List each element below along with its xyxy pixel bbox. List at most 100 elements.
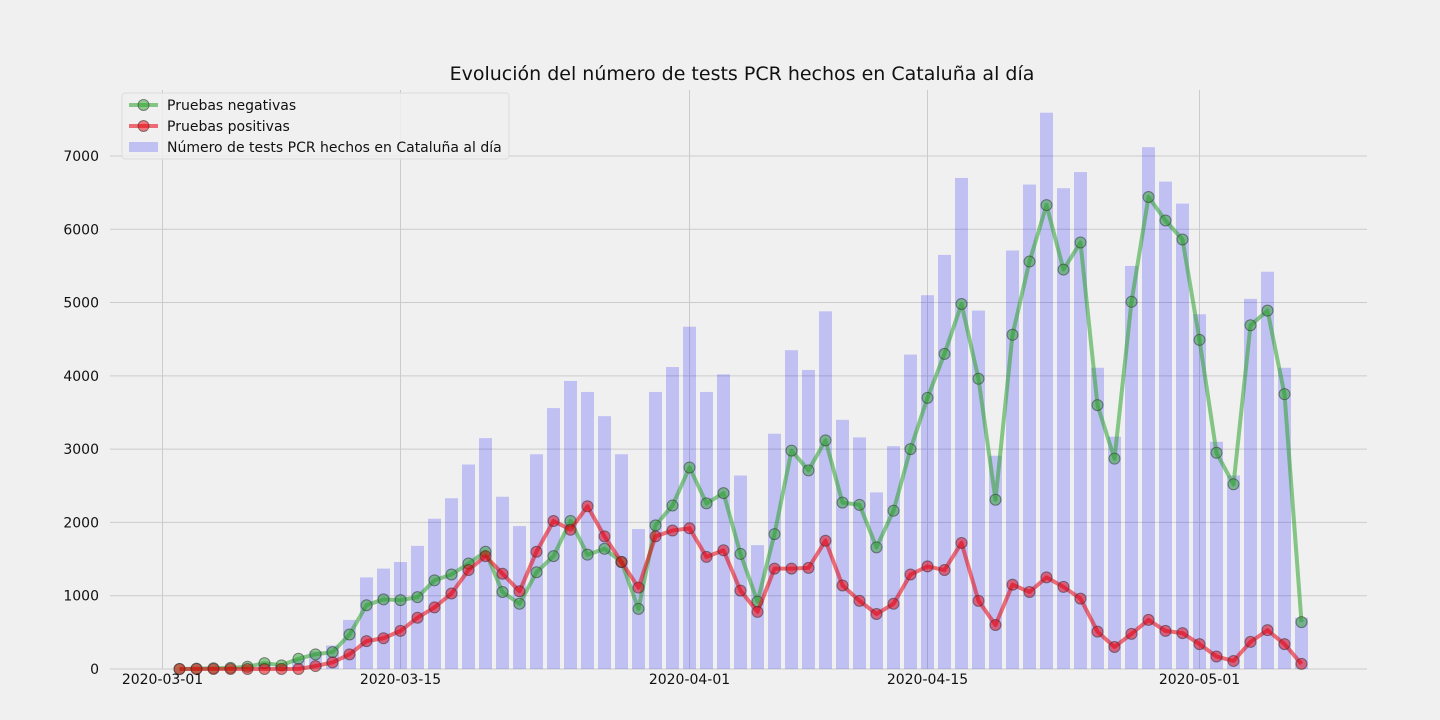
data-point xyxy=(428,601,441,614)
data-point xyxy=(1159,214,1172,227)
data-point xyxy=(921,391,934,404)
data-point xyxy=(241,663,254,675)
data-point xyxy=(683,522,696,535)
data-point xyxy=(853,594,866,607)
data-point xyxy=(904,443,917,456)
bar xyxy=(683,326,696,669)
bar xyxy=(598,416,611,669)
data-point xyxy=(1295,616,1308,629)
data-point xyxy=(717,544,730,557)
data-point xyxy=(598,530,611,543)
bar xyxy=(394,561,407,669)
data-point xyxy=(768,562,781,575)
bar xyxy=(411,545,424,669)
data-point xyxy=(1193,638,1206,651)
y-tick-label: 2000 xyxy=(63,515,99,531)
data-point xyxy=(836,496,849,509)
y-tick-label: 7000 xyxy=(63,149,99,165)
bar xyxy=(666,367,679,669)
bar xyxy=(581,391,594,669)
data-point xyxy=(343,648,356,661)
data-point xyxy=(1125,295,1138,308)
data-point xyxy=(870,541,883,554)
bar xyxy=(513,526,526,669)
bar xyxy=(904,354,917,669)
data-point xyxy=(1227,654,1240,667)
bar xyxy=(700,391,713,669)
data-point xyxy=(853,498,866,511)
data-point xyxy=(802,561,815,574)
y-tick-label: 4000 xyxy=(63,369,99,385)
bar xyxy=(717,374,730,669)
bar xyxy=(530,454,543,669)
data-point xyxy=(700,497,713,510)
bar xyxy=(853,437,866,669)
data-point xyxy=(360,599,373,612)
data-point xyxy=(768,528,781,541)
data-point xyxy=(479,550,492,563)
data-point xyxy=(1278,388,1291,401)
data-point xyxy=(275,663,288,675)
data-point xyxy=(1244,319,1257,332)
data-point xyxy=(530,566,543,579)
x-tick-label: 2020-04-15 xyxy=(887,672,968,688)
bar xyxy=(938,254,951,669)
data-point xyxy=(1074,236,1087,249)
data-point xyxy=(1057,263,1070,276)
data-point xyxy=(1295,657,1308,670)
data-point xyxy=(445,568,458,581)
data-point xyxy=(785,444,798,457)
data-point xyxy=(547,514,560,527)
legend-swatch xyxy=(129,142,158,152)
data-point xyxy=(598,542,611,555)
data-point xyxy=(326,656,339,669)
data-point xyxy=(989,619,1002,632)
x-tick-label: 2020-03-15 xyxy=(360,672,441,688)
bar xyxy=(377,568,390,669)
data-point xyxy=(581,548,594,561)
data-point xyxy=(1227,478,1240,491)
bar xyxy=(1142,147,1155,669)
data-point xyxy=(1210,446,1223,459)
legend-marker xyxy=(137,120,150,132)
bar xyxy=(785,350,798,669)
legend-marker xyxy=(137,99,150,111)
data-point xyxy=(836,579,849,592)
bar xyxy=(547,408,560,669)
data-point xyxy=(1040,199,1053,212)
data-point xyxy=(309,660,322,673)
data-point xyxy=(1074,592,1087,605)
data-point xyxy=(734,547,747,560)
data-point xyxy=(887,504,900,517)
bar xyxy=(1244,298,1257,669)
data-point xyxy=(547,550,560,563)
y-tick-label: 3000 xyxy=(63,442,99,458)
bar xyxy=(768,433,781,669)
data-point xyxy=(632,602,645,615)
data-point xyxy=(666,499,679,512)
data-point xyxy=(802,464,815,477)
data-point xyxy=(462,564,475,577)
data-point xyxy=(819,434,832,447)
x-tick-label: 2020-04-01 xyxy=(649,672,730,688)
data-point xyxy=(972,594,985,607)
legend-box xyxy=(121,92,510,160)
data-point xyxy=(1108,452,1121,465)
tick-labels: 0 1000 2000 3000 4000 5000 6000 7000 2020-03-01 2… xyxy=(63,149,1240,688)
y-tick-label: 6000 xyxy=(63,222,99,238)
chart-title: Evolución del número de tests PCR hechos… xyxy=(450,63,1035,85)
data-point xyxy=(938,564,951,577)
data-point xyxy=(1057,580,1070,593)
bar xyxy=(496,496,509,669)
data-point xyxy=(394,594,407,607)
data-point xyxy=(1108,641,1121,654)
data-point xyxy=(1210,650,1223,663)
data-point xyxy=(1006,328,1019,341)
data-point xyxy=(564,523,577,536)
data-point xyxy=(377,593,390,606)
data-point xyxy=(666,524,679,537)
bar xyxy=(955,177,968,669)
data-point xyxy=(224,663,237,675)
data-point xyxy=(1006,578,1019,591)
